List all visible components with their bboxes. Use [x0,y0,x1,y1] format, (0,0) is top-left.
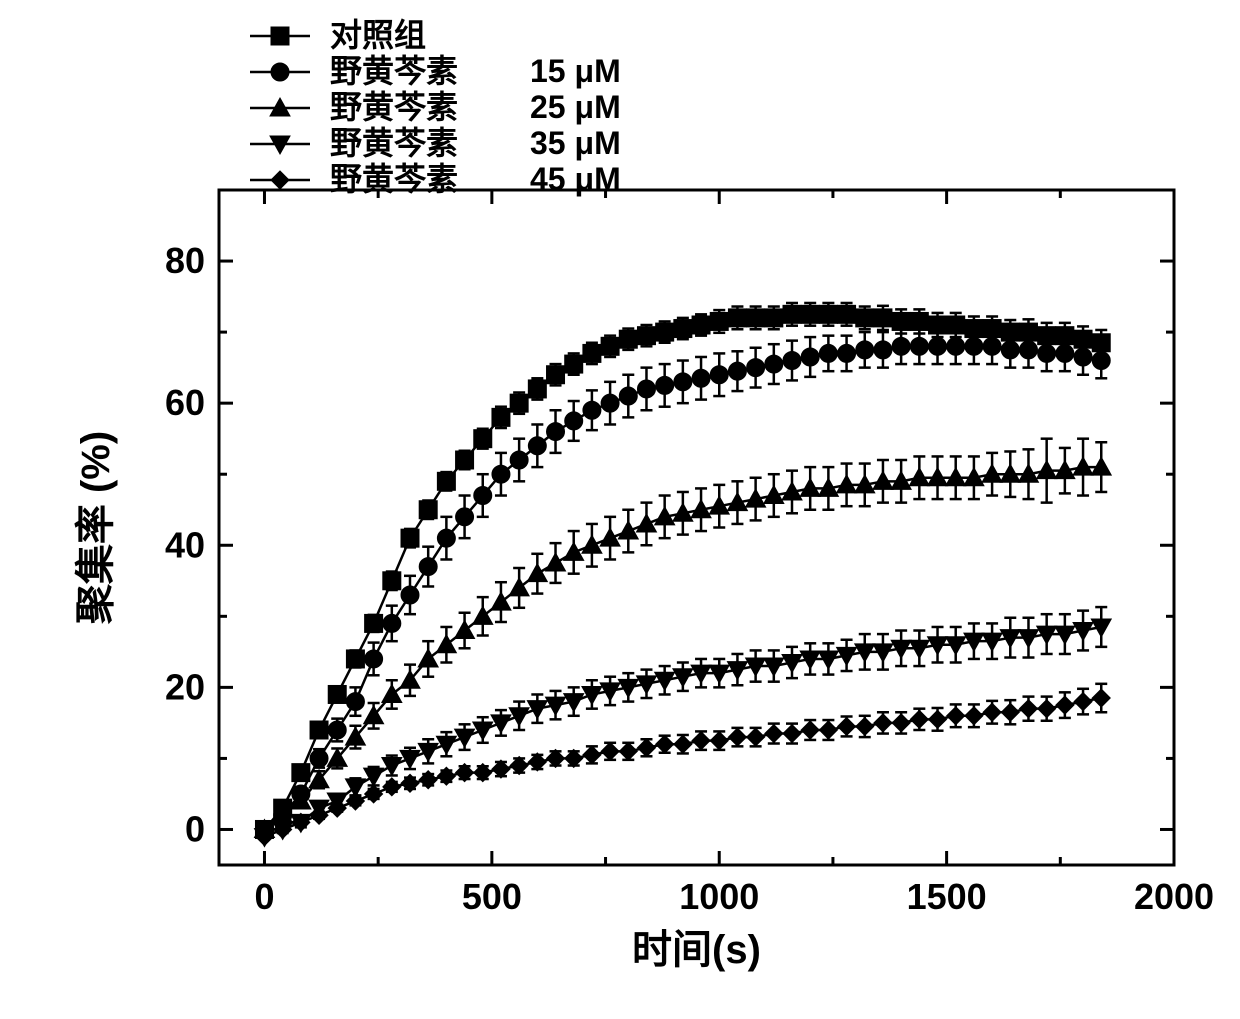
y-tick-label: 80 [165,240,205,281]
x-tick-label: 0 [254,876,274,917]
legend-concentration: 45 μM [530,161,621,197]
y-tick-label: 60 [165,382,205,423]
legend-entry-1: 野黄芩素 15 μM [250,53,621,89]
x-tick-label: 2000 [1134,876,1214,917]
legend-label: 野黄芩素 [330,125,458,161]
legend-concentration: 15 μM [530,53,621,89]
y-axis-label: 聚集率 (%) [74,431,118,625]
x-tick-label: 500 [462,876,522,917]
x-tick-label: 1500 [907,876,987,917]
legend-label: 野黄芩素 [330,161,458,197]
x-axis-label: 时间(s) [632,928,761,972]
legend-concentration: 25 μM [530,89,621,125]
legend-entry-3: 野黄芩素 35 μM [250,125,621,161]
y-tick-label: 0 [185,808,205,849]
legend-label: 野黄芩素 [330,89,458,125]
legend-concentration: 35 μM [530,125,621,161]
legend-entry-4: 野黄芩素 45 μM [250,161,621,197]
y-tick-label: 20 [165,666,205,707]
series-4 [255,684,1110,846]
aggregation-rate-chart: 0 500 1000 1500 2000 0 20 40 60 80 时间(s) 聚集率 (%) 对照组… [0,0,1240,1019]
y-tick-label: 40 [165,524,205,565]
legend-entry-0: 对照组 [250,17,426,53]
legend-label: 对照组 [330,17,426,53]
x-tick-label: 1000 [679,876,759,917]
chart-container: 0 500 1000 1500 2000 0 20 40 60 80 时间(s) 聚集率 (%) 对照组… [0,0,1240,1019]
legend-label: 野黄芩素 [330,53,458,89]
legend-entry-2: 野黄芩素 25 μM [250,89,621,125]
